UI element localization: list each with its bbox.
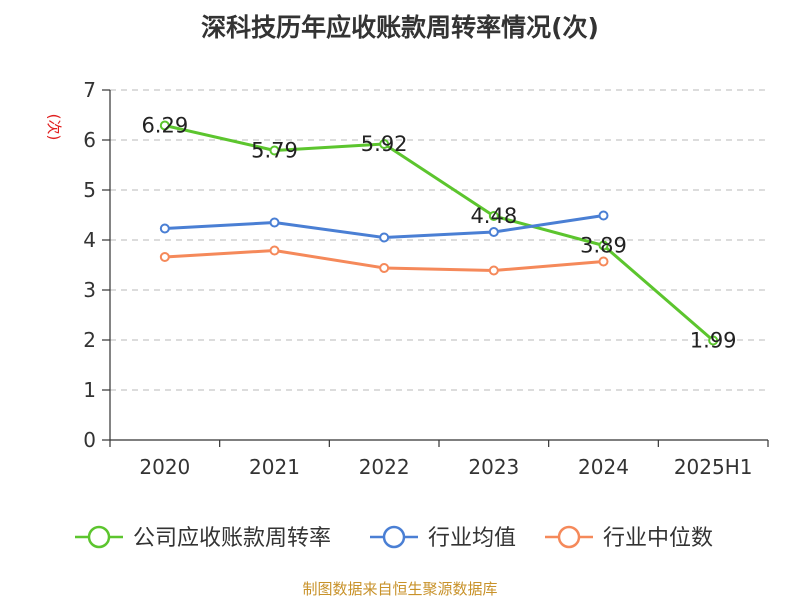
data-labels: 6.29 5.79 5.92 4.48 3.89 1.99 [141, 114, 736, 353]
y-tick-label: 0 [83, 428, 96, 452]
x-tick-label: 2023 [468, 455, 519, 479]
source-note: 制图数据来自恒生聚源数据库 [302, 580, 498, 598]
data-point [708, 335, 719, 346]
y-axis-label: (次) [45, 114, 63, 141]
data-label: 5.79 [251, 139, 298, 163]
data-label: 3.89 [580, 234, 627, 258]
legend-marker [557, 525, 581, 549]
data-point [598, 256, 609, 267]
data-point [488, 265, 499, 276]
data-point [159, 252, 170, 262]
chart-title: 深科技历年应收账款周转率情况(次) [201, 13, 599, 42]
y-tick-label: 6 [83, 128, 96, 152]
legend-marker [382, 525, 406, 549]
x-tick-label: 2025H1 [674, 455, 753, 479]
data-label: 4.48 [470, 204, 517, 228]
data-label: 5.92 [361, 132, 408, 156]
legend-label: 行业均值 [428, 526, 516, 551]
y-tick-label: 1 [83, 378, 96, 402]
x-tick-label: 2020 [139, 455, 190, 479]
data-point [488, 227, 499, 237]
data-point [379, 232, 390, 243]
data-label: 1.99 [690, 329, 737, 353]
data-point [269, 245, 280, 256]
y-tick-label: 3 [83, 278, 96, 302]
data-point [488, 211, 499, 221]
data-point [379, 263, 390, 273]
data-point [159, 120, 170, 131]
y-tick-label: 4 [83, 228, 96, 252]
data-point [379, 139, 390, 149]
legend-marker [87, 525, 111, 549]
legend-label: 行业中位数 [603, 526, 713, 551]
y-tick-label: 7 [83, 78, 96, 102]
legend: 公司应收账款周转率 行业均值 行业中位数 [75, 525, 713, 551]
x-tick-label: 2024 [578, 455, 629, 479]
y-tick-label: 2 [83, 328, 96, 352]
legend-label: 公司应收账款周转率 [133, 526, 331, 551]
series-lines [159, 120, 719, 346]
data-point [159, 223, 170, 234]
axes: 0 1 2 3 4 5 6 7 (次) 2020 2021 2022 2023 2024 2025H1 [45, 78, 769, 479]
data-point [598, 210, 609, 221]
data-point [598, 240, 609, 251]
data-point [269, 145, 280, 156]
x-tick-label: 2022 [359, 455, 410, 479]
x-tick-label: 2021 [249, 455, 300, 479]
data-label: 6.29 [141, 114, 188, 138]
y-tick-label: 5 [83, 178, 96, 202]
data-point [269, 217, 280, 228]
series-line-0 [164, 124, 715, 342]
